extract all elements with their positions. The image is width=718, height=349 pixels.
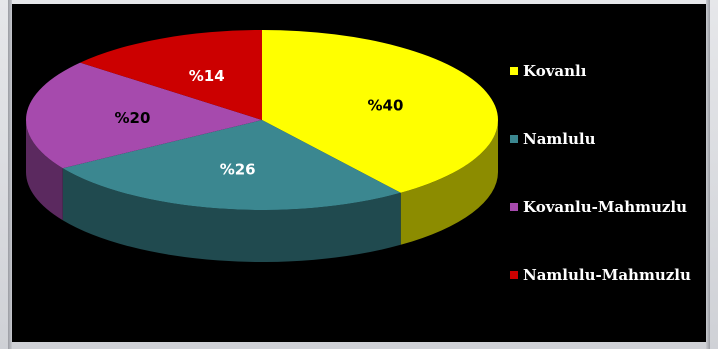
legend-swatch-1 (510, 135, 518, 143)
pie-sides (26, 120, 498, 263)
chart-area: %40 %26 %20 %14 Kovanlı Namlulu Kovanlu-Mahmuz… (12, 4, 706, 342)
data-label-3: %14 (189, 67, 225, 85)
legend-label-1: Namlulu (523, 130, 596, 148)
legend-swatch-2 (510, 203, 518, 211)
data-label-2: %20 (115, 109, 151, 127)
frame-edge-right (706, 0, 710, 349)
legend: Kovanlı Namlulu Kovanlu-Mahmuzlu Namlulu-Ma… (510, 62, 691, 284)
legend-swatch-3 (510, 271, 518, 279)
legend-label-2: Kovanlu-Mahmuzlu (523, 198, 687, 216)
pie-side-2 (26, 120, 63, 221)
pie-slice-0 (262, 30, 498, 193)
data-label-0: %40 (367, 97, 403, 115)
data-label-1: %26 (220, 161, 256, 179)
pie-side-0 (400, 120, 498, 245)
pie-tops (25, 30, 498, 210)
legend-label-0: Kovanlı (523, 62, 587, 80)
pie-labels: %40 %26 %20 %14 (115, 67, 404, 178)
pie-chart: %40 %26 %20 %14 Kovanlı Namlulu Kovanlu-Mahmuz… (25, 30, 691, 284)
frame-edge-left (8, 0, 12, 349)
pie-slice-3 (80, 30, 262, 120)
pie-slice-2 (25, 62, 263, 169)
pie-slice-1 (62, 120, 401, 210)
legend-swatch-0 (510, 67, 518, 75)
legend-label-3: Namlulu-Mahmuzlu (523, 266, 691, 284)
pie-side-1 (62, 168, 401, 263)
